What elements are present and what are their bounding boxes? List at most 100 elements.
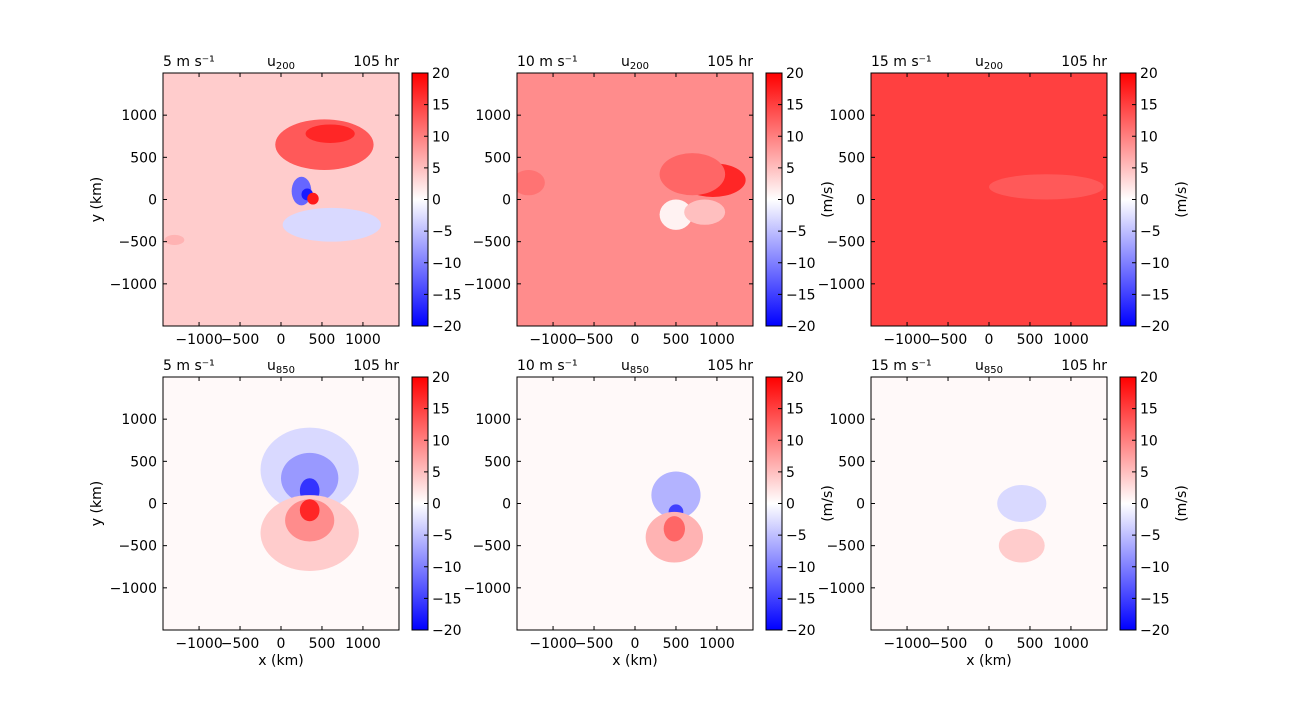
- colorbar-tick-label: 5: [1140, 465, 1149, 481]
- x-tick-label: −1000: [175, 636, 222, 652]
- colorbar-tick-label: 20: [1140, 370, 1158, 386]
- field: [163, 377, 399, 630]
- x-tick-label: −500: [575, 332, 613, 348]
- panel-label-left: 5 m s⁻¹: [163, 54, 215, 70]
- y-tick-label: 500: [130, 454, 157, 470]
- field: [163, 73, 399, 326]
- colorbar-tick-label: −10: [1140, 560, 1170, 576]
- field-feature: [659, 199, 693, 230]
- field-feature: [517, 169, 545, 196]
- panel-label-left: 15 m s⁻¹: [871, 358, 932, 374]
- colorbar-tick-label: 0: [1140, 193, 1149, 209]
- y-tick-label: −500: [473, 539, 511, 555]
- panel-label-variable: u: [975, 54, 984, 70]
- colorbar-tick-label: 5: [786, 161, 795, 177]
- y-tick-label: −500: [827, 539, 865, 555]
- y-tick-label: 500: [484, 150, 511, 166]
- colorbar-tick-label: −15: [786, 287, 816, 303]
- y-axis-label: y (km): [89, 177, 105, 222]
- colorbar-label: (m/s): [1174, 181, 1190, 218]
- colorbar-tick-label: −5: [786, 528, 807, 544]
- x-axis-label: x (km): [966, 653, 1011, 669]
- field-feature: [663, 516, 685, 542]
- x-tick-label: 1000: [345, 636, 381, 652]
- colorbar-tick-label: −10: [432, 256, 462, 272]
- y-tick-label: 1000: [475, 412, 511, 428]
- field-feature: [998, 528, 1045, 563]
- panel-label-subscript: 850: [984, 365, 1003, 376]
- colorbar-tick-label: 10: [1140, 129, 1158, 145]
- colorbar-tick-label: −10: [786, 256, 816, 272]
- colorbar-tick-label: −10: [432, 560, 462, 576]
- colorbar-tick-label: −20: [432, 319, 462, 335]
- colorbar-tick-label: 15: [786, 98, 804, 114]
- y-axis-label: y (km): [89, 481, 105, 526]
- colorbar-tick-label: −15: [1140, 591, 1170, 607]
- colorbar-tick-label: −5: [786, 224, 807, 240]
- colorbar-tick-label: 5: [1140, 161, 1149, 177]
- x-tick-label: 500: [309, 636, 336, 652]
- y-tick-label: −1000: [464, 581, 511, 597]
- field-feature: [305, 124, 355, 143]
- field-feature: [299, 499, 320, 522]
- colorbar-tick-label: 20: [786, 370, 804, 386]
- field-background: [517, 73, 753, 326]
- colorbar-label: (m/s): [820, 181, 836, 218]
- field-background: [871, 73, 1107, 326]
- y-tick-label: −1000: [818, 277, 865, 293]
- colorbar-tick-label: 10: [786, 129, 804, 145]
- colorbar-tick-label: −20: [786, 319, 816, 335]
- x-axis-label: x (km): [258, 653, 303, 669]
- colorbar-tick-label: 5: [432, 465, 441, 481]
- y-tick-label: 1000: [829, 108, 865, 124]
- panel-label-subscript: 200: [276, 61, 295, 72]
- colorbar-tick-label: −20: [1140, 623, 1170, 639]
- colorbar-tick-label: 10: [432, 433, 450, 449]
- x-tick-label: 500: [663, 636, 690, 652]
- x-tick-label: 1000: [699, 332, 735, 348]
- y-tick-label: −500: [119, 539, 157, 555]
- colorbar-tick-label: −5: [432, 528, 453, 544]
- y-tick-label: −1000: [464, 277, 511, 293]
- x-tick-label: −1000: [529, 332, 576, 348]
- colorbar-tick-label: −15: [786, 591, 816, 607]
- colorbar-label: (m/s): [1174, 485, 1190, 522]
- colorbar-tick-label: 15: [1140, 98, 1158, 114]
- x-tick-label: 1000: [1053, 636, 1089, 652]
- panel-label-subscript: 850: [276, 365, 295, 376]
- panel-label-left: 10 m s⁻¹: [517, 358, 578, 374]
- colorbar-tick-label: 0: [432, 193, 441, 209]
- panel-label-subscript: 850: [630, 365, 649, 376]
- field-feature: [282, 207, 381, 242]
- y-tick-label: 0: [502, 497, 511, 513]
- colorbar-tick-label: 0: [786, 497, 795, 513]
- panel-label-center: u200: [975, 54, 1003, 72]
- y-tick-label: 1000: [475, 108, 511, 124]
- colorbar-tick-label: 15: [1140, 402, 1158, 418]
- colorbar-tick-label: −5: [1140, 224, 1161, 240]
- y-tick-label: −500: [827, 235, 865, 251]
- colorbar-tick-label: 20: [1140, 66, 1158, 82]
- panel-label-right: 105 hr: [353, 358, 399, 374]
- colorbar-tick-label: 15: [432, 402, 450, 418]
- panel-label-subscript: 200: [984, 61, 1003, 72]
- x-tick-label: −1000: [883, 332, 930, 348]
- colorbar-tick-label: −5: [1140, 528, 1161, 544]
- y-tick-label: 500: [484, 454, 511, 470]
- x-tick-label: 500: [309, 332, 336, 348]
- y-tick-label: −500: [119, 235, 157, 251]
- panel-label-left: 10 m s⁻¹: [517, 54, 578, 70]
- y-tick-label: 500: [130, 150, 157, 166]
- x-tick-label: 1000: [345, 332, 381, 348]
- panel-label-center: u200: [621, 54, 649, 72]
- colorbar-tick-label: 5: [432, 161, 441, 177]
- panel-label-right: 105 hr: [1061, 54, 1107, 70]
- x-tick-label: 0: [985, 636, 994, 652]
- field-feature: [164, 234, 185, 246]
- x-tick-label: 0: [277, 332, 286, 348]
- x-tick-label: −500: [929, 636, 967, 652]
